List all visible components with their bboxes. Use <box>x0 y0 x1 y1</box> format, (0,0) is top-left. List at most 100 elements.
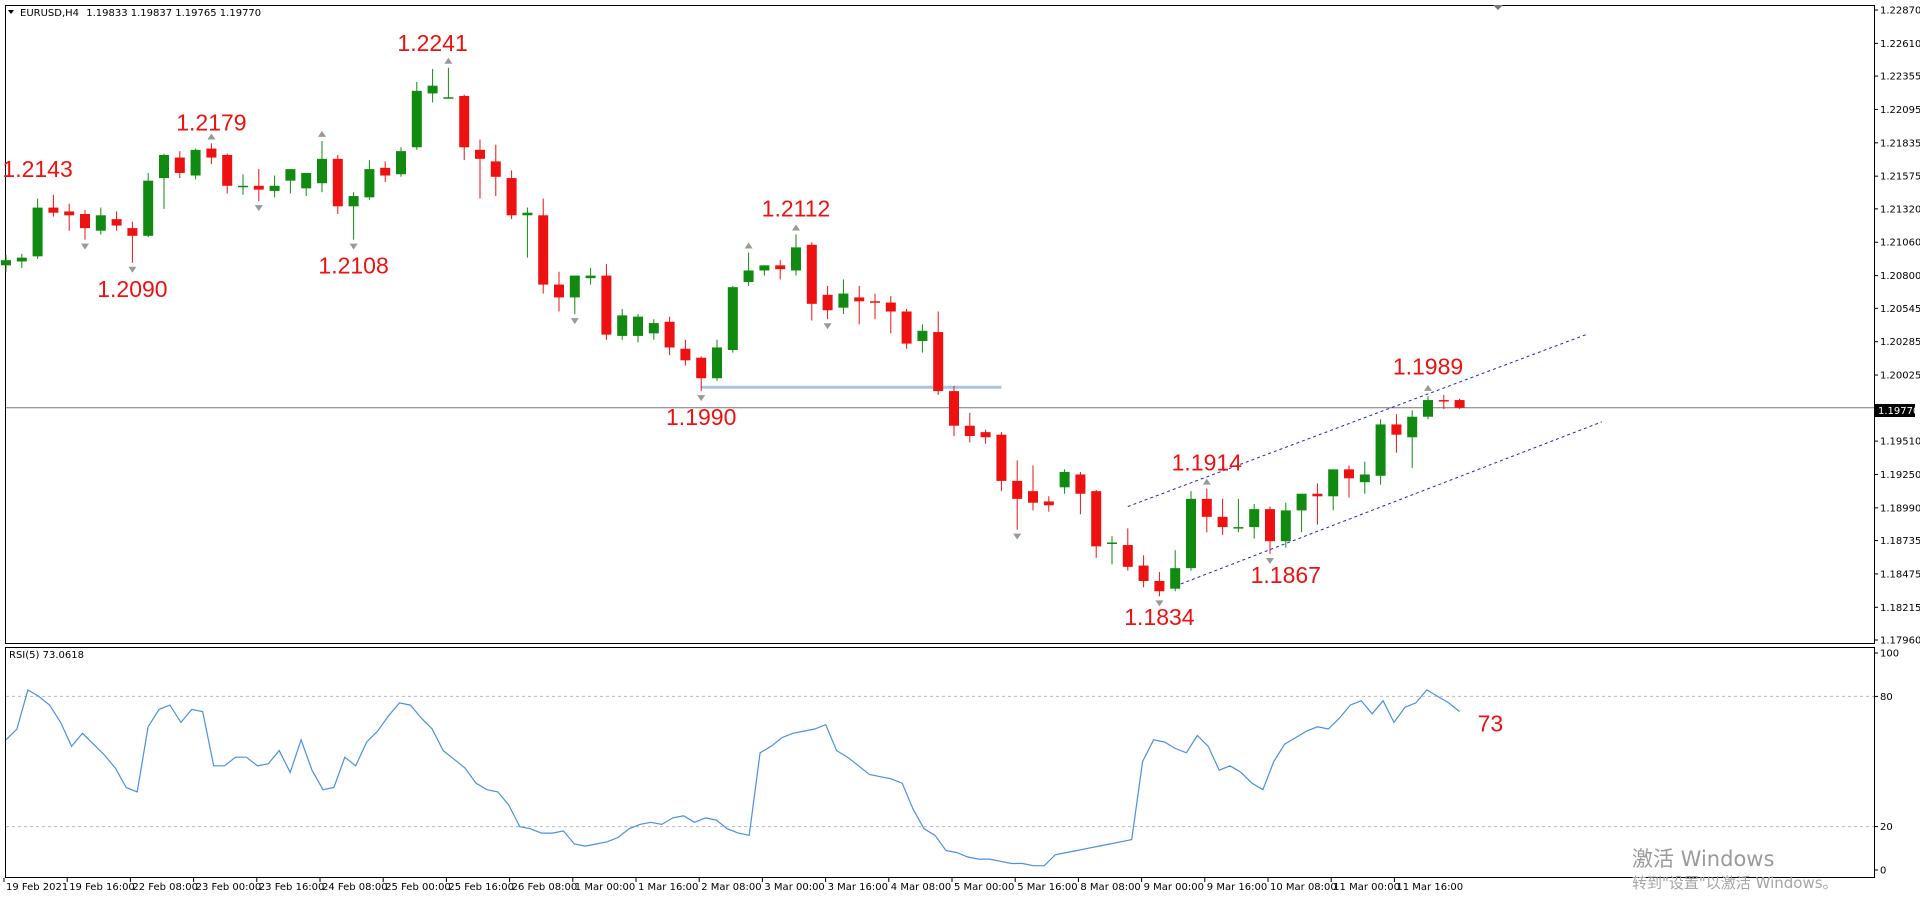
bear-candle <box>111 219 122 226</box>
bull-candle <box>522 212 533 216</box>
channel-line-upper <box>1127 334 1587 508</box>
rsi-tick-label: 80 <box>1880 692 1893 703</box>
bear-candle <box>206 148 217 158</box>
price-tick-label: 1.19250 <box>1880 470 1920 481</box>
time-tick-label: 2 Mar 08:00 <box>701 882 761 893</box>
rsi-line <box>5 688 1460 867</box>
fractal-down-icon <box>1266 558 1274 565</box>
rsi-series: 73 <box>5 688 1503 867</box>
bull-candle <box>1249 509 1260 528</box>
bear-candle <box>506 178 517 216</box>
bear-candle <box>996 434 1007 481</box>
time-tick-label: 10 Mar 08:00 <box>1270 882 1337 893</box>
bear-candle <box>490 161 501 177</box>
price-annotation: 1.1867 <box>1251 562 1321 588</box>
bull-candle <box>411 90 422 148</box>
time-tick-label: 24 Feb 08:00 <box>322 882 388 893</box>
fractal-down-icon <box>128 266 137 273</box>
bear-candle <box>901 311 912 344</box>
fractal-down-icon <box>1013 533 1022 540</box>
chart-overlays <box>6 334 1874 587</box>
price-tick-label: 1.18735 <box>1880 536 1920 547</box>
bull-candle <box>427 85 438 94</box>
windows-activation-hint: 转到"设置"以激活 Windows。 <box>1632 874 1838 892</box>
fractal-up-icon <box>1424 384 1432 391</box>
bull-candle <box>143 180 154 236</box>
price-tick-label: 1.18215 <box>1880 603 1920 614</box>
bear-candle <box>538 215 549 285</box>
bear-candle <box>933 332 944 392</box>
time-tick-label: 25 Feb 00:00 <box>385 882 451 893</box>
bear-candle <box>854 297 865 302</box>
windows-activation-watermark: 激活 Windows <box>1632 847 1774 871</box>
bear-candle <box>696 357 707 379</box>
price-tick-label: 1.21060 <box>1880 238 1920 249</box>
time-tick-label: 1 Mar 16:00 <box>638 882 698 893</box>
time-tick-label: 11 Mar 16:00 <box>1396 882 1463 893</box>
bear-candle <box>885 302 896 312</box>
bull-candle <box>617 315 628 336</box>
rsi-levels <box>6 695 1874 828</box>
fractal-down-icon <box>349 243 358 250</box>
bull-candle <box>917 330 928 342</box>
price-annotation: 1.2179 <box>176 110 246 136</box>
price-tick-label: 1.22355 <box>1880 72 1920 83</box>
chart-header: EURUSD,H4 1.19833 1.19837 1.19765 1.1977… <box>20 8 261 19</box>
rsi-tick-label: 100 <box>1880 649 1899 660</box>
price-tick-label: 1.19510 <box>1880 437 1920 448</box>
channel-line-lower <box>1175 421 1602 587</box>
rsi-tick-label: 0 <box>1880 866 1886 877</box>
bear-candle <box>332 158 343 207</box>
time-tick-label: 23 Feb 00:00 <box>196 882 262 893</box>
bear-candle <box>459 95 470 148</box>
current-price-label: 1.19770 <box>1878 406 1919 417</box>
bear-candle <box>253 185 264 190</box>
bull-candle <box>569 275 580 298</box>
bull-candle <box>727 287 738 351</box>
price-tick-label: 1.18475 <box>1880 569 1920 580</box>
bear-candle <box>48 207 59 213</box>
price-annotation: 1.1914 <box>1172 450 1243 476</box>
rsi-header: RSI(5) 73.0618 <box>9 650 84 661</box>
scroll-shift-icon[interactable] <box>1493 5 1503 10</box>
price-annotation: 1.2143 <box>2 156 72 182</box>
bear-candle <box>1217 516 1228 528</box>
bear-candle <box>1091 491 1102 547</box>
price-tick-label: 1.20545 <box>1880 304 1920 315</box>
price-annotation: 1.2090 <box>97 276 167 302</box>
bear-candle <box>664 321 675 348</box>
time-tick-label: 5 Mar 00:00 <box>954 882 1014 893</box>
fractal-up-icon <box>207 133 216 140</box>
bull-candle <box>317 158 327 184</box>
fractal-up-icon <box>744 242 753 249</box>
bear-candle <box>822 294 833 311</box>
time-tick-label: 23 Feb 16:00 <box>259 882 325 893</box>
bear-candle <box>1438 400 1449 402</box>
price-tick-label: 1.20025 <box>1880 371 1920 382</box>
bear-candle <box>1028 491 1038 503</box>
symbol-label: EURUSD,H4 <box>20 8 79 19</box>
price-annotation: 1.1834 <box>1124 604 1195 630</box>
fractal-markers <box>81 57 1432 607</box>
bear-candle <box>1138 565 1149 581</box>
bull-candle <box>712 347 722 379</box>
header-triangle-icon[interactable] <box>8 10 14 14</box>
fractal-down-icon <box>1155 600 1164 607</box>
fractal-down-icon <box>823 323 832 330</box>
bear-candle <box>80 214 90 229</box>
bull-candle <box>1107 542 1117 544</box>
bull-candle <box>1296 493 1307 511</box>
price-axis: 1.22870 1.22610 1.22355 1.22095 1.21835 1.215… <box>1874 6 1920 647</box>
bear-candle <box>1312 493 1323 497</box>
bull-candle <box>159 154 169 179</box>
price-annotation: 1.2108 <box>318 253 388 279</box>
fractal-down-icon <box>254 205 263 212</box>
price-tick-label: 1.21835 <box>1880 138 1920 149</box>
time-tick-label: 22 Feb 08:00 <box>132 882 198 893</box>
bull-candle <box>301 172 312 189</box>
bull-candle <box>1375 424 1386 476</box>
price-annotations: 1.2143 1.2090 1.2179 1.2108 1.2241 1.2112 1.19… <box>2 30 1463 630</box>
time-tick-label: 9 Mar 00:00 <box>1144 882 1204 893</box>
bull-candle <box>1280 510 1291 542</box>
